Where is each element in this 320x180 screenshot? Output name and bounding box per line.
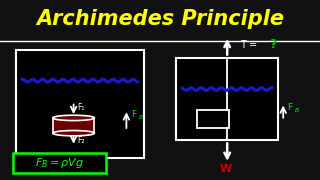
Text: B: B bbox=[294, 108, 299, 113]
Text: W: W bbox=[219, 164, 231, 174]
Text: B: B bbox=[139, 115, 143, 120]
Bar bbox=[197, 110, 229, 128]
Text: Archimedes Principle: Archimedes Principle bbox=[36, 9, 284, 29]
Ellipse shape bbox=[53, 130, 94, 136]
Bar bbox=[13, 153, 106, 173]
Text: F: F bbox=[287, 103, 292, 112]
Text: F₂: F₂ bbox=[77, 136, 85, 145]
Bar bbox=[16, 50, 144, 158]
Text: ?: ? bbox=[269, 39, 276, 51]
Text: F: F bbox=[131, 110, 136, 119]
Bar bbox=[53, 118, 94, 133]
Text: $F_B = \rho Vg$: $F_B = \rho Vg$ bbox=[35, 156, 84, 170]
Bar bbox=[176, 58, 278, 140]
Text: F₁: F₁ bbox=[77, 103, 85, 112]
Text: T =: T = bbox=[240, 40, 260, 50]
Ellipse shape bbox=[53, 115, 94, 121]
